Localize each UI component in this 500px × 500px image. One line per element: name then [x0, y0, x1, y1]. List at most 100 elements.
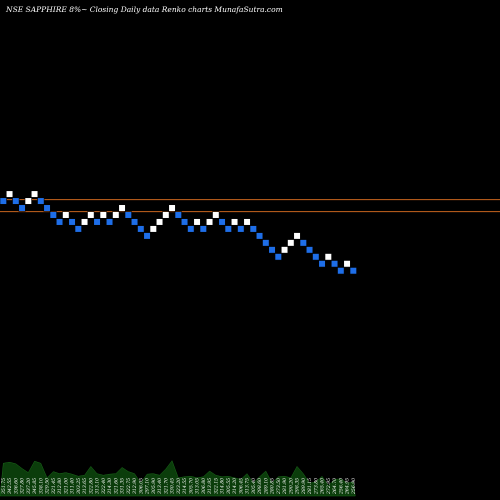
- volume-label-40: 313.75: [245, 478, 251, 494]
- renko-brick-52-down: [318, 260, 326, 268]
- renko-brick-33-down: [199, 225, 207, 233]
- volume-label-5: 337.20: [26, 478, 32, 494]
- renko-brick-48-up: [293, 232, 301, 240]
- volume-label-28: 330.45: [170, 478, 176, 494]
- volume-label-19: 321.60: [113, 478, 119, 494]
- renko-brick-27-up: [162, 211, 170, 219]
- renko-brick-7-down: [37, 197, 45, 205]
- volume-label-14: 313.65: [82, 478, 88, 494]
- volume-label-23: 306.05: [138, 478, 144, 494]
- renko-brick-29-down: [174, 211, 182, 219]
- renko-brick-35-up: [212, 211, 220, 219]
- renko-brick-10-down: [55, 218, 64, 226]
- renko-brick-26-up: [155, 218, 164, 226]
- volume-label-37: 305.55: [226, 478, 232, 494]
- volume-label-52: 265.40: [320, 478, 326, 495]
- volume-label-45: 273.50: [276, 478, 282, 495]
- volume-label-9: 321.45: [51, 478, 57, 494]
- volume-label-42: 298.60: [257, 478, 263, 495]
- volume-label-3: 336.60: [13, 478, 19, 494]
- renko-brick-6-up: [30, 190, 39, 198]
- renko-brick-16-down: [93, 218, 101, 226]
- renko-brick-46-up: [280, 246, 289, 254]
- renko-brick-25-up: [149, 225, 157, 233]
- renko-brick-56-up: [343, 260, 351, 268]
- renko-brick-4-down: [18, 204, 26, 212]
- volume-label-21: 322.75: [126, 478, 132, 494]
- renko-brick-9-down: [49, 211, 57, 219]
- renko-brick-55-down: [337, 267, 345, 275]
- renko-brick-24-down: [143, 232, 151, 240]
- volume-label-57: 256.90: [351, 478, 357, 495]
- volume-label-34: 313.95: [207, 478, 213, 494]
- renko-brick-22-down: [130, 218, 139, 226]
- renko-brick-8-down: [43, 204, 51, 212]
- renko-brick-38-up: [230, 218, 239, 226]
- renko-brick-11-up: [62, 211, 70, 219]
- renko-brick-28-up: [168, 204, 176, 212]
- renko-brick-21-down: [124, 211, 132, 219]
- renko-brick-15-up: [87, 211, 95, 219]
- renko-brick-14-up: [80, 218, 89, 226]
- renko-brick-1-down: [0, 197, 7, 205]
- renko-brick-37-down: [224, 225, 232, 233]
- volume-label-56: 264.95: [345, 478, 351, 495]
- renko-bricks: [0, 190, 357, 275]
- volume-label-49: 289.90: [301, 478, 307, 495]
- chart-header: NSE SAPPHIRE 8%~ Closing Daily data Renk…: [5, 5, 283, 14]
- volume-area: [0, 460, 356, 497]
- renko-brick-41-down: [249, 225, 257, 233]
- renko-brick-42-down: [255, 232, 264, 240]
- volume-label-24: 297.10: [145, 478, 151, 495]
- renko-brick-13-down: [74, 225, 82, 233]
- volume-label-17: 322.40: [101, 478, 107, 494]
- volume-label-22: 312.90: [132, 478, 138, 494]
- renko-brick-3-down: [12, 197, 20, 205]
- volume-label-41: 305.40: [251, 478, 257, 494]
- volume-label-2: 342.55: [7, 478, 13, 494]
- volume-label-27: 321.70: [163, 478, 169, 494]
- renko-brick-47-up: [287, 239, 295, 247]
- renko-brick-32-up: [193, 218, 201, 226]
- volume-area-path: [0, 460, 356, 497]
- renko-brick-17-up: [99, 211, 107, 219]
- volume-label-4: 327.80: [20, 478, 26, 494]
- volume-label-53: 272.95: [326, 478, 332, 495]
- renko-brick-54-down: [330, 260, 339, 268]
- volume-label-30: 314.55: [182, 478, 188, 494]
- volume-label-1: 351.75: [1, 478, 7, 494]
- renko-brick-34-up: [205, 218, 214, 226]
- volume-label-47: 290.20: [288, 478, 294, 495]
- volume-label-16: 313.10: [95, 478, 101, 494]
- renko-brick-5-up: [24, 197, 32, 205]
- volume-label-35: 322.15: [213, 478, 219, 494]
- renko-brick-39-down: [237, 225, 245, 233]
- renko-brick-49-down: [299, 239, 307, 247]
- volume-label-7: 338.10: [38, 478, 44, 494]
- renko-brick-19-up: [112, 211, 120, 219]
- volume-label-15: 322.80: [88, 478, 94, 494]
- volume-label-44: 280.85: [270, 478, 276, 495]
- renko-brick-51-down: [312, 253, 320, 261]
- renko-brick-40-up: [243, 218, 251, 226]
- renko-brick-45-down: [274, 253, 282, 261]
- volume-label-50: 281.15: [307, 478, 313, 495]
- reference-lines: [0, 199, 500, 213]
- volume-label-10: 312.80: [57, 478, 63, 494]
- volume-label-25: 305.90: [151, 478, 157, 494]
- volume-label-11: 321.00: [63, 478, 69, 494]
- volume-label-8: 329.50: [45, 478, 51, 494]
- volume-label-43: 289.10: [263, 478, 269, 495]
- volume-label-6: 345.85: [32, 478, 38, 494]
- renko-brick-23-down: [137, 225, 145, 233]
- volume-label-29: 323.20: [176, 478, 182, 494]
- volume-label-54: 264.70: [332, 478, 338, 495]
- volume-label-31: 305.70: [188, 478, 194, 494]
- renko-brick-50-down: [305, 246, 314, 254]
- renko-brick-31-down: [187, 225, 195, 233]
- volume-label-48: 298.35: [295, 478, 301, 495]
- volume-label-18: 314.30: [107, 478, 113, 494]
- renko-brick-2-up: [5, 190, 14, 198]
